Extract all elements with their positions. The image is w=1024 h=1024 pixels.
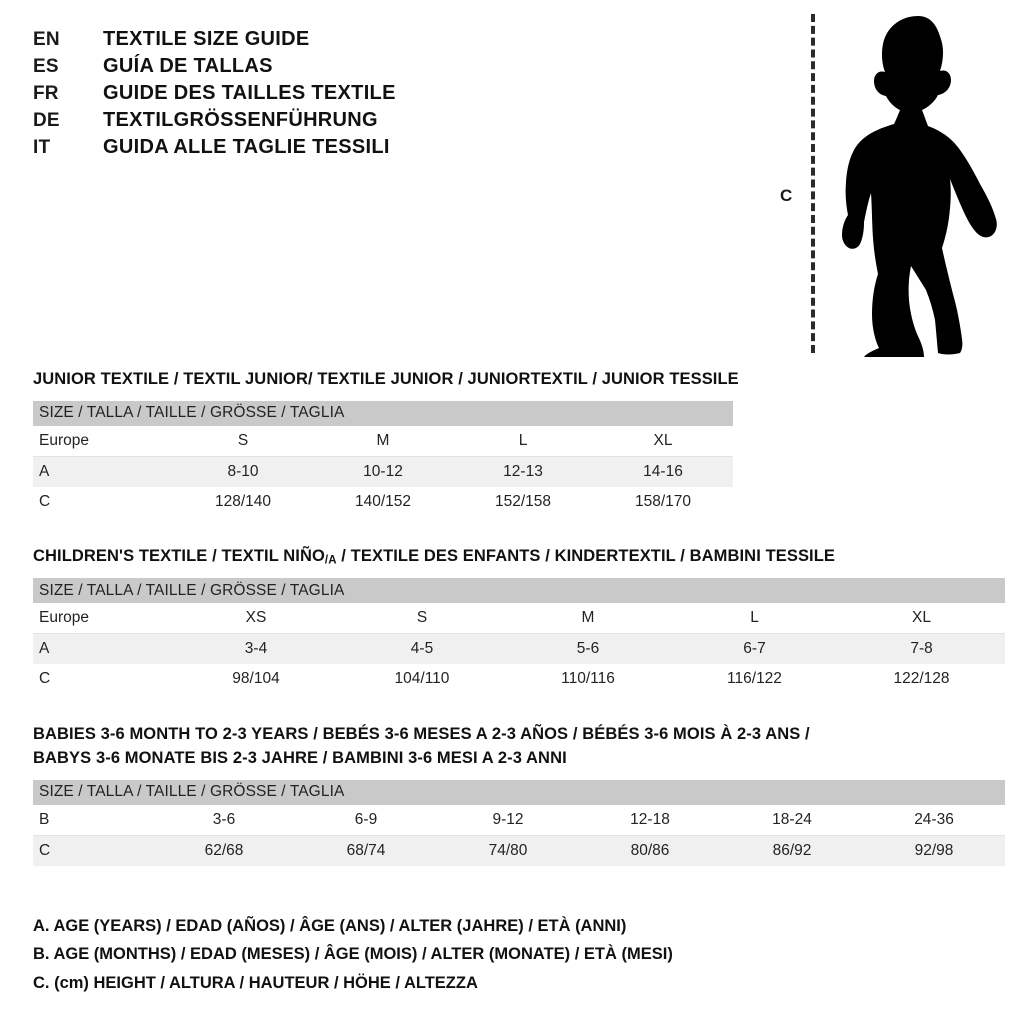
language-title: GUÍA DE TALLAS xyxy=(103,55,273,77)
row-label: A xyxy=(33,633,173,665)
row-cell: 24-36 xyxy=(914,810,954,828)
row-cell: XL xyxy=(653,431,673,449)
row-cell: S xyxy=(416,609,428,627)
section-junior: JUNIOR TEXTILE / TEXTIL JUNIOR/ TEXTILE … xyxy=(33,368,739,517)
language-title-block: EN TEXTILE SIZE GUIDE ES GUÍA DE TALLAS … xyxy=(33,28,733,163)
language-title: TEXTILGRÖSSENFÜHRUNG xyxy=(103,109,378,131)
row-label: Europe xyxy=(39,431,89,449)
height-dashed-line xyxy=(811,14,815,353)
row-label: B xyxy=(39,810,50,828)
row-cell: M xyxy=(376,431,390,449)
row-cell: 116/122 xyxy=(727,670,782,688)
row-cell: 14-16 xyxy=(593,455,734,487)
row-label: Europe xyxy=(39,609,89,627)
row-cell: 152/158 xyxy=(494,492,552,510)
legend-line-b: B. AGE (MONTHS) / EDAD (MESES) / ÂGE (MO… xyxy=(33,945,673,964)
babies-size-table: SIZE / TALLA / TAILLE / GRÖSSE / TAGLIA … xyxy=(33,779,1006,866)
language-row: DE TEXTILGRÖSSENFÜHRUNG xyxy=(33,109,733,136)
height-measure-label: C xyxy=(780,186,793,205)
height-measurement-figure: C xyxy=(760,0,1024,370)
row-cell: 92/98 xyxy=(863,834,1006,866)
row-label: C xyxy=(39,492,51,510)
language-code: DE xyxy=(33,110,60,131)
section-title-children: CHILDREN'S TEXTILE / TEXTIL NIÑO/A / TEX… xyxy=(33,545,1005,569)
table-row: C 98/104 104/110 110/116 116/122 122/128 xyxy=(33,664,1005,694)
table-row: A 3-4 4-5 5-6 6-7 7-8 xyxy=(33,633,1006,665)
legend-line-c: C. (cm) HEIGHT / ALTURA / HAUTEUR / HÖHE… xyxy=(33,973,478,992)
row-label: C xyxy=(39,670,51,688)
section-title-junior: JUNIOR TEXTILE / TEXTIL JUNIOR/ TEXTILE … xyxy=(33,370,739,388)
section-children: CHILDREN'S TEXTILE / TEXTIL NIÑO/A / TEX… xyxy=(33,545,1006,694)
section-title-babies-line2: BABYS 3-6 MONATE BIS 2-3 JAHRE / BAMBINI… xyxy=(33,748,567,767)
language-row: ES GUÍA DE TALLAS xyxy=(33,55,733,82)
language-row: EN TEXTILE SIZE GUIDE xyxy=(33,28,733,55)
language-code: ES xyxy=(33,56,59,77)
row-cell: 9-12 xyxy=(492,810,524,828)
row-cell: 4-5 xyxy=(339,633,505,665)
row-cell: 6-7 xyxy=(671,633,838,665)
table-row: Europe XS S M L XL xyxy=(33,603,1005,634)
row-label: A xyxy=(33,455,173,487)
language-title: TEXTILE SIZE GUIDE xyxy=(103,28,310,50)
row-cell: 6-9 xyxy=(354,810,378,828)
section-title-children-post: / TEXTILE DES ENFANTS / KINDERTEXTIL / B… xyxy=(336,547,836,565)
size-header-label: SIZE / TALLA / TAILLE / GRÖSSE / TAGLIA xyxy=(39,783,345,801)
row-cell: 86/92 xyxy=(721,834,863,866)
row-cell: M xyxy=(581,609,595,627)
row-cell: 158/170 xyxy=(634,492,692,510)
table-header-bar: SIZE / TALLA / TAILLE / GRÖSSE / TAGLIA xyxy=(33,578,1006,604)
language-title: GUIDA ALLE TAGLIE TESSILI xyxy=(103,136,390,158)
row-cell: 10-12 xyxy=(313,455,453,487)
toddler-silhouette-icon xyxy=(842,16,997,357)
children-size-table: SIZE / TALLA / TAILLE / GRÖSSE / TAGLIA … xyxy=(33,578,1006,694)
language-code: EN xyxy=(33,29,60,50)
row-cell: 98/104 xyxy=(232,670,280,688)
size-header-label: SIZE / TALLA / TAILLE / GRÖSSE / TAGLIA xyxy=(39,404,345,422)
table-header-bar: SIZE / TALLA / TAILLE / GRÖSSE / TAGLIA xyxy=(33,400,734,426)
table-row: C 62/68 68/74 74/80 80/86 86/92 92/98 xyxy=(33,834,1006,866)
row-cell: 12-13 xyxy=(453,455,593,487)
row-cell: 8-10 xyxy=(173,455,313,487)
size-header-label: SIZE / TALLA / TAILLE / GRÖSSE / TAGLIA xyxy=(39,581,345,599)
row-cell: 74/80 xyxy=(437,834,579,866)
row-cell: S xyxy=(237,431,249,449)
language-title: GUIDE DES TAILLES TEXTILE xyxy=(103,82,396,104)
language-row: FR GUIDE DES TAILLES TEXTILE xyxy=(33,82,733,109)
table-row: C 128/140 140/152 152/158 158/170 xyxy=(33,487,733,517)
row-cell: 128/140 xyxy=(214,492,272,510)
row-cell: 68/74 xyxy=(295,834,437,866)
section-title-children-pre: CHILDREN'S TEXTILE / TEXTIL NIÑO xyxy=(33,547,325,565)
row-cell: XL xyxy=(912,609,932,627)
section-babies: BABIES 3-6 MONTH TO 2-3 YEARS / BEBÉS 3-… xyxy=(33,723,1006,866)
row-cell: 110/116 xyxy=(561,670,615,688)
language-row: IT GUIDA ALLE TAGLIE TESSILI xyxy=(33,136,733,163)
legend-block: A. AGE (YEARS) / EDAD (AÑOS) / ÂGE (ANS)… xyxy=(33,912,933,997)
table-row: A 8-10 10-12 12-13 14-16 xyxy=(33,455,734,487)
legend-line-a: A. AGE (YEARS) / EDAD (AÑOS) / ÂGE (ANS)… xyxy=(33,917,627,935)
row-cell: L xyxy=(518,431,528,449)
row-cell: 18-24 xyxy=(772,810,812,828)
section-title-children-sub: /A xyxy=(324,554,337,567)
row-cell: 104/110 xyxy=(394,670,450,688)
row-cell: 5-6 xyxy=(505,633,671,665)
row-cell: XS xyxy=(245,609,267,627)
row-cell: 80/86 xyxy=(579,834,721,866)
row-cell: 3-4 xyxy=(173,633,339,665)
row-label: C xyxy=(33,834,153,866)
row-cell: L xyxy=(750,609,759,627)
row-cell: 122/128 xyxy=(893,670,950,688)
row-cell: 12-18 xyxy=(630,810,670,828)
language-code: FR xyxy=(33,83,59,104)
row-cell: 7-8 xyxy=(838,633,1006,665)
row-cell: 62/68 xyxy=(153,834,295,866)
row-cell: 140/152 xyxy=(354,492,412,510)
junior-size-table: SIZE / TALLA / TAILLE / GRÖSSE / TAGLIA … xyxy=(33,400,734,517)
row-cell: 3-6 xyxy=(212,810,236,828)
table-header-bar: SIZE / TALLA / TAILLE / GRÖSSE / TAGLIA xyxy=(33,779,1006,805)
section-title-babies-line1: BABIES 3-6 MONTH TO 2-3 YEARS / BEBÉS 3-… xyxy=(33,725,810,743)
table-row: B 3-6 6-9 9-12 12-18 18-24 24-36 xyxy=(33,805,1005,836)
table-row: Europe S M L XL xyxy=(33,426,733,457)
language-code: IT xyxy=(33,137,51,158)
